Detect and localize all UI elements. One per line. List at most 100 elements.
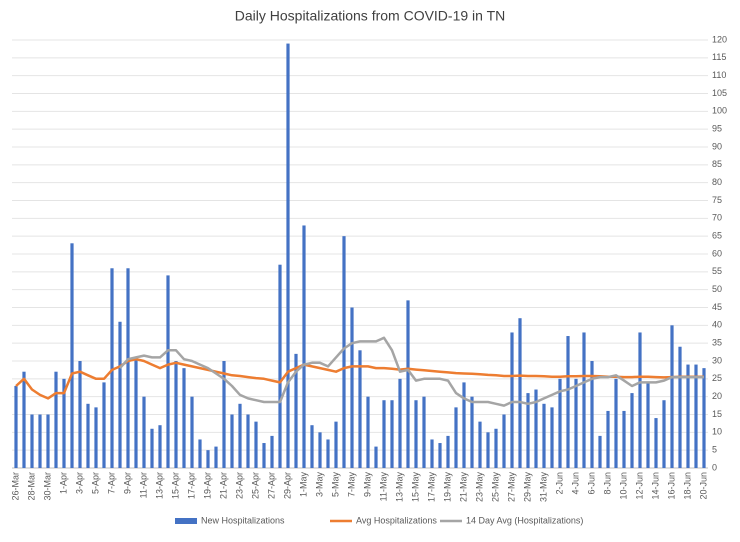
bar xyxy=(478,421,482,468)
x-tick-label: 15-Apr xyxy=(170,472,180,499)
bar xyxy=(590,361,594,468)
bar xyxy=(182,368,186,468)
y-tick-label: 25 xyxy=(712,373,722,383)
bar xyxy=(342,236,346,468)
bar xyxy=(702,368,706,468)
bar xyxy=(518,318,522,468)
bar xyxy=(286,43,290,469)
bar xyxy=(494,428,498,468)
x-tick-label: 13-Apr xyxy=(154,472,164,499)
bar xyxy=(38,414,42,468)
bar xyxy=(622,410,626,468)
bar xyxy=(30,414,34,468)
legend-label: New Hospitalizations xyxy=(201,515,285,525)
x-tick-label: 29-Apr xyxy=(282,472,292,499)
line xyxy=(119,336,704,407)
bar xyxy=(526,393,530,468)
bar xyxy=(262,443,266,468)
x-tick-label: 19-Apr xyxy=(202,472,212,499)
bar xyxy=(430,439,434,468)
y-tick-label: 95 xyxy=(712,124,722,134)
bar xyxy=(118,321,122,468)
bar xyxy=(374,446,378,468)
x-tick-label: 12-Jun xyxy=(634,472,644,500)
x-tick-label: 3-Apr xyxy=(74,472,84,494)
x-tick-label: 5-Apr xyxy=(90,472,100,494)
x-tick-label: 23-May xyxy=(474,472,484,503)
bar xyxy=(686,364,690,468)
bar xyxy=(654,418,658,468)
y-tick-label: 60 xyxy=(712,248,722,258)
x-tick-label: 26-Mar xyxy=(10,472,20,501)
bar xyxy=(54,371,58,468)
bar xyxy=(366,396,370,468)
y-tick-label: 65 xyxy=(712,231,722,241)
bar xyxy=(142,396,146,468)
bar xyxy=(222,361,226,468)
x-tick-label: 1-Apr xyxy=(58,472,68,494)
x-tick-label: 29-May xyxy=(522,472,532,503)
bar xyxy=(662,400,666,468)
y-tick-label: 0 xyxy=(712,462,717,472)
x-tick-label: 19-May xyxy=(442,472,452,503)
bar xyxy=(278,264,282,468)
line xyxy=(15,357,704,400)
bar xyxy=(486,432,490,468)
bar xyxy=(62,378,66,468)
bar xyxy=(310,425,314,468)
bar xyxy=(158,425,162,468)
x-tick-label: 20-Jun xyxy=(698,472,708,500)
bar xyxy=(334,421,338,468)
y-tick-label: 85 xyxy=(712,159,722,169)
bar xyxy=(70,243,74,468)
bar xyxy=(78,361,82,468)
legend-label: 14 Day Avg (Hospitalizations) xyxy=(466,515,583,525)
x-tick-label: 23-Apr xyxy=(234,472,244,499)
x-tick-label: 25-Apr xyxy=(250,472,260,499)
bar xyxy=(46,414,50,468)
y-tick-label: 30 xyxy=(712,355,722,365)
x-tick-label: 30-Mar xyxy=(42,472,52,501)
bar xyxy=(150,428,154,468)
bar xyxy=(318,432,322,468)
x-tick-label: 16-Jun xyxy=(666,472,676,500)
y-tick-label: 35 xyxy=(712,338,722,348)
bar xyxy=(534,389,538,468)
bar xyxy=(166,275,170,468)
y-tick-label: 75 xyxy=(712,195,722,205)
bar xyxy=(94,407,98,468)
y-tick-label: 110 xyxy=(712,70,726,80)
x-tick-label: 3-May xyxy=(314,472,324,498)
x-tick-label: 6-Jun xyxy=(586,472,596,495)
y-tick-label: 5 xyxy=(712,445,717,455)
chart-title: Daily Hospitalizations from COVID-19 in … xyxy=(235,8,506,24)
bar xyxy=(246,414,250,468)
bar xyxy=(398,378,402,468)
bar xyxy=(566,336,570,468)
x-tick-label: 18-Jun xyxy=(682,472,692,500)
bar xyxy=(406,300,410,468)
x-tick-label: 27-Apr xyxy=(266,472,276,499)
x-tick-label: 28-Mar xyxy=(26,472,36,501)
x-tick-label: 5-May xyxy=(330,472,340,498)
bar xyxy=(510,332,514,468)
bar xyxy=(270,435,274,468)
y-tick-label: 115 xyxy=(712,52,726,62)
bar xyxy=(110,268,114,468)
bar xyxy=(190,396,194,468)
y-tick-label: 100 xyxy=(712,106,727,116)
x-tick-label: 25-May xyxy=(490,472,500,503)
x-tick-label: 21-Apr xyxy=(218,472,228,499)
bar xyxy=(694,364,698,468)
bar xyxy=(22,371,26,468)
y-tick-label: 80 xyxy=(712,177,722,187)
bar xyxy=(14,385,18,468)
bar xyxy=(470,396,474,468)
bar xyxy=(254,421,258,468)
x-tick-label: 9-May xyxy=(362,472,372,498)
bar xyxy=(390,400,394,468)
bar xyxy=(678,346,682,468)
x-tick-label: 4-Jun xyxy=(570,472,580,495)
bar xyxy=(446,435,450,468)
